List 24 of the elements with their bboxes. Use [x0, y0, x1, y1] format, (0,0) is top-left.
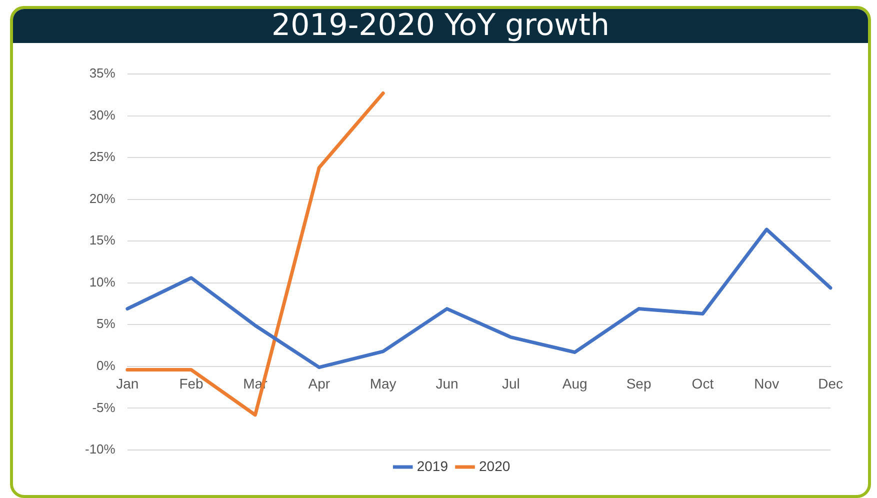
- y-tick-label: 30%: [89, 107, 116, 122]
- y-tick-label: 10%: [89, 274, 116, 290]
- x-tick-label: Jul: [502, 376, 520, 392]
- legend-label: 2019: [416, 458, 448, 474]
- x-tick-label: Feb: [179, 376, 204, 392]
- x-tick-label: Dec: [818, 376, 844, 392]
- y-tick-label: 25%: [89, 149, 116, 164]
- y-tick-label: 20%: [89, 190, 116, 206]
- y-tick-label: -5%: [92, 400, 116, 415]
- chart-title: 2019-2020 YoY growth: [13, 8, 868, 43]
- y-tick-label: 5%: [96, 316, 116, 332]
- y-tick-label: 35%: [89, 66, 116, 81]
- x-tick-label: Aug: [562, 376, 588, 392]
- x-tick-label: Jan: [116, 376, 139, 392]
- y-tick-label: 0%: [96, 358, 116, 374]
- x-tick-label: Oct: [692, 376, 714, 392]
- x-tick-label: May: [370, 376, 396, 392]
- x-tick-label: Nov: [754, 376, 780, 392]
- y-tick-label: -10%: [84, 442, 116, 457]
- y-tick-label: 15%: [89, 232, 116, 248]
- x-tick-label: Jun: [436, 376, 458, 392]
- x-tick-label: Sep: [626, 376, 652, 392]
- x-tick-label: Apr: [308, 376, 330, 392]
- legend-label: 2020: [479, 458, 510, 474]
